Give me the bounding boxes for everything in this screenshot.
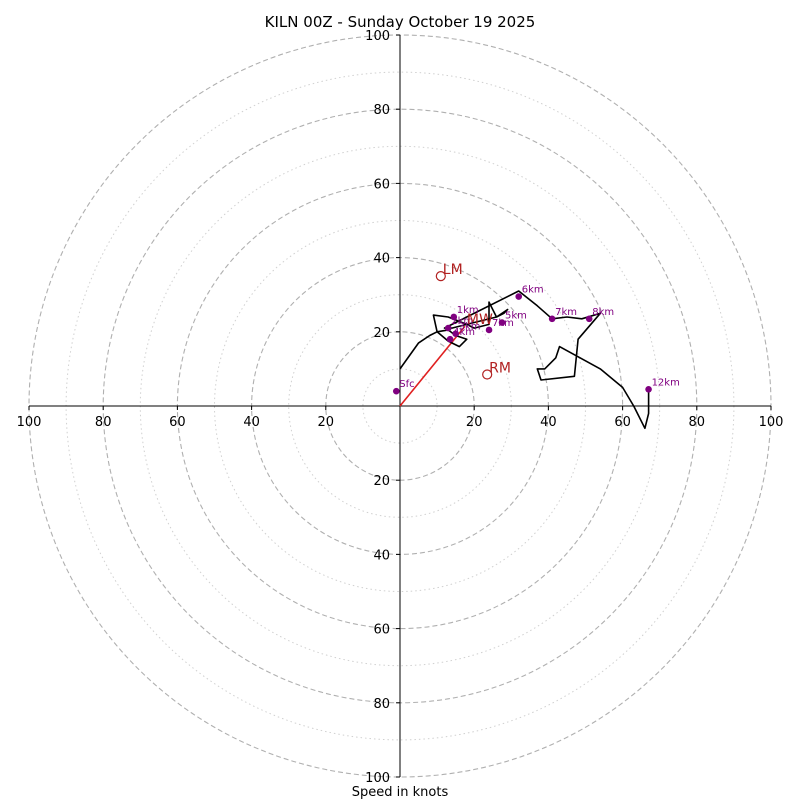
height-marker-dot-5 (498, 319, 506, 326)
tick-label-top-4: 20 (373, 326, 390, 341)
tick-label-top-1: 80 (373, 103, 390, 118)
tick-label-left-3: 40 (243, 415, 260, 430)
height-marker-dot-2 (444, 324, 452, 332)
height-marker-label-4: 4km (453, 327, 475, 338)
height-marker-label-10: 12km (652, 377, 680, 388)
height-marker-label-6: 7km (492, 318, 514, 329)
height-marker-dot-3 (452, 330, 459, 337)
tick-label-top-2: 60 (373, 177, 390, 192)
storm-motion-markers: LM RM MW (435, 262, 511, 380)
tick-label-bottom-3: 80 (373, 697, 390, 712)
tick-label-left-0: 100 (17, 415, 42, 430)
height-marker-dot-1 (450, 313, 458, 321)
tick-label-top-0: 100 (365, 29, 390, 44)
height-marker-dot-7 (515, 293, 523, 300)
tick-label-bottom-4: 100 (365, 771, 390, 786)
height-marker-label-0: Sfc (399, 379, 414, 390)
tick-label-right-0: 20 (466, 415, 483, 430)
height-marker-dot-6 (485, 326, 493, 334)
tick-label-right-1: 40 (540, 415, 557, 430)
height-marker-label-2: 2km (451, 316, 473, 327)
rm-marker (482, 369, 493, 380)
x-axis-label: Speed in knots (352, 785, 449, 800)
height-marker-dot-4 (446, 335, 454, 343)
tick-labels: 100 80 60 40 20 20 40 60 80 100 100 80 60 40 20 20 40 60 8… (17, 29, 784, 786)
tick-label-bottom-0: 20 (373, 474, 390, 489)
tick-label-left-2: 60 (169, 415, 186, 430)
height-marker-dot-9 (585, 315, 593, 323)
height-marker-dot-10 (645, 386, 652, 393)
hodograph-trace-group (399, 290, 650, 430)
mean-wind-vector (399, 325, 466, 407)
mw-label: MW (467, 312, 493, 328)
tick-label-right-3: 80 (689, 415, 706, 430)
tick-label-bottom-2: 60 (373, 623, 390, 638)
hodograph-trace (399, 290, 650, 430)
height-marker-label-5: 5km (505, 311, 527, 322)
height-marker-label-7: 6km (522, 285, 544, 296)
lm-label: LM (443, 262, 463, 278)
chart-title: KILN 00Z - Sunday October 19 2025 (265, 13, 536, 31)
height-marker-dot-8 (548, 315, 556, 323)
tick-label-left-4: 20 (318, 415, 335, 430)
tick-label-right-4: 100 (759, 415, 784, 430)
rm-label: RM (489, 360, 511, 376)
height-marker-label-9: 8km (592, 307, 614, 318)
height-marker-label-3: 3km (459, 322, 481, 333)
height-marker-label-8: 7km (555, 307, 577, 318)
tick-label-top-3: 40 (373, 252, 390, 267)
mean-wind-vector-group (399, 325, 466, 407)
height-marker-label-1: 1km (457, 305, 479, 316)
tick-label-bottom-1: 40 (373, 548, 390, 563)
lm-marker (435, 271, 446, 282)
height-marker-dot-0 (392, 387, 400, 395)
tick-label-left-1: 80 (95, 415, 112, 430)
tick-label-right-2: 60 (614, 415, 631, 430)
